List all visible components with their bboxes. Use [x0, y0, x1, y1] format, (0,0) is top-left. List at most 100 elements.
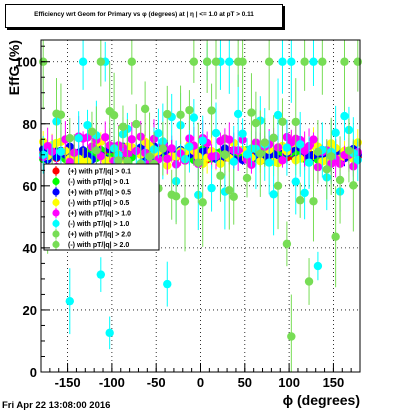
y-tick-label: 80 — [23, 117, 37, 132]
data-point — [202, 57, 212, 66]
data-point — [127, 57, 137, 66]
y-tick-label: 0 — [30, 365, 37, 380]
data-point — [92, 146, 101, 155]
data-point — [127, 135, 137, 144]
data-point — [83, 120, 92, 130]
data-point — [198, 136, 207, 145]
timestamp-footer: Fri Apr 22 13:08:00 2016 — [2, 400, 111, 411]
data-point — [340, 57, 349, 66]
data-point — [278, 156, 287, 165]
data-point — [105, 328, 114, 338]
data-point — [282, 143, 292, 152]
data-point — [189, 57, 199, 66]
y-axis-title: EffG (%) — [6, 40, 22, 95]
data-point — [140, 104, 150, 114]
x-tick-label: -100 — [99, 375, 125, 390]
data-point — [65, 296, 74, 306]
data-point — [322, 165, 331, 174]
data-point — [216, 171, 225, 180]
data-point — [163, 154, 172, 163]
legend: (+) with pT/|q| > 0.1 (-) with pT/|q| > 0… — [43, 163, 160, 251]
x-tick-label: -50 — [147, 375, 166, 390]
data-point — [349, 181, 358, 190]
data-point — [211, 128, 221, 138]
data-point — [295, 140, 305, 149]
data-point — [242, 173, 252, 183]
data-point — [282, 239, 292, 249]
data-point — [300, 188, 309, 198]
data-point — [287, 332, 296, 341]
data-point — [114, 156, 123, 165]
x-tick-label: 50 — [238, 375, 252, 390]
y-tick-label: 40 — [23, 241, 37, 256]
x-tick-label: 100 — [278, 375, 300, 390]
data-point — [291, 117, 300, 127]
data-point — [340, 111, 349, 121]
data-point — [327, 152, 336, 161]
data-point — [145, 152, 154, 161]
data-point — [344, 146, 354, 155]
chart-title: Efficiency wrt Geom for Primary vs φ (de… — [34, 11, 254, 18]
data-point — [304, 277, 314, 286]
data-point — [225, 135, 234, 144]
data-point — [353, 57, 362, 66]
legend-label: (-) with pT/|q| > 0.5 — [68, 200, 129, 207]
data-point — [167, 144, 176, 153]
data-point — [185, 142, 194, 151]
y-tick-label: 100 — [15, 55, 37, 70]
chart-title-box: Efficiency wrt Geom for Primary vs φ (de… — [5, 4, 283, 28]
data-point — [264, 158, 274, 167]
data-point — [287, 57, 296, 66]
data-point — [118, 122, 128, 131]
data-point — [123, 156, 132, 166]
data-point — [353, 155, 362, 165]
legend-label: (+) with pT/|q| > 0.1 — [68, 169, 131, 176]
data-point — [256, 149, 265, 158]
data-point — [247, 108, 256, 117]
data-point — [278, 117, 287, 126]
x-axis-title: ϕ (degrees) — [283, 392, 360, 408]
data-point — [171, 192, 181, 201]
data-point — [291, 177, 300, 186]
data-point — [269, 190, 278, 199]
data-point — [163, 279, 172, 289]
data-point — [101, 133, 110, 142]
data-point — [309, 135, 318, 144]
legend-label: (+) with pT/|q| > 0.5 — [68, 190, 131, 197]
data-point — [158, 144, 168, 153]
data-point — [225, 57, 234, 66]
data-point — [198, 198, 207, 207]
data-point — [96, 152, 106, 161]
legend-label: (-) with pT/|q| > 2.0 — [68, 242, 129, 249]
data-point — [313, 147, 323, 157]
data-point — [233, 109, 243, 119]
data-point — [273, 181, 283, 190]
data-point — [225, 186, 234, 195]
data-point — [331, 128, 340, 137]
data-point — [180, 197, 190, 206]
data-point — [185, 105, 194, 115]
data-point — [194, 158, 203, 167]
data-point — [264, 57, 274, 66]
data-point — [96, 270, 106, 279]
data-point — [229, 192, 238, 201]
data-point — [109, 111, 119, 120]
data-point — [163, 109, 172, 119]
data-point — [87, 127, 97, 136]
data-point — [260, 138, 269, 147]
data-point — [65, 133, 74, 143]
data-point — [269, 133, 278, 143]
data-point — [318, 57, 327, 66]
y-tick-label: 20 — [23, 303, 37, 318]
data-point — [238, 57, 247, 66]
data-point — [273, 110, 283, 120]
data-point — [295, 196, 305, 205]
data-point — [238, 129, 247, 138]
data-point — [304, 158, 314, 167]
data-point — [220, 150, 230, 160]
data-point — [229, 157, 238, 166]
data-point — [331, 232, 340, 241]
data-point — [132, 119, 141, 129]
x-tick-label: 0 — [197, 375, 204, 390]
